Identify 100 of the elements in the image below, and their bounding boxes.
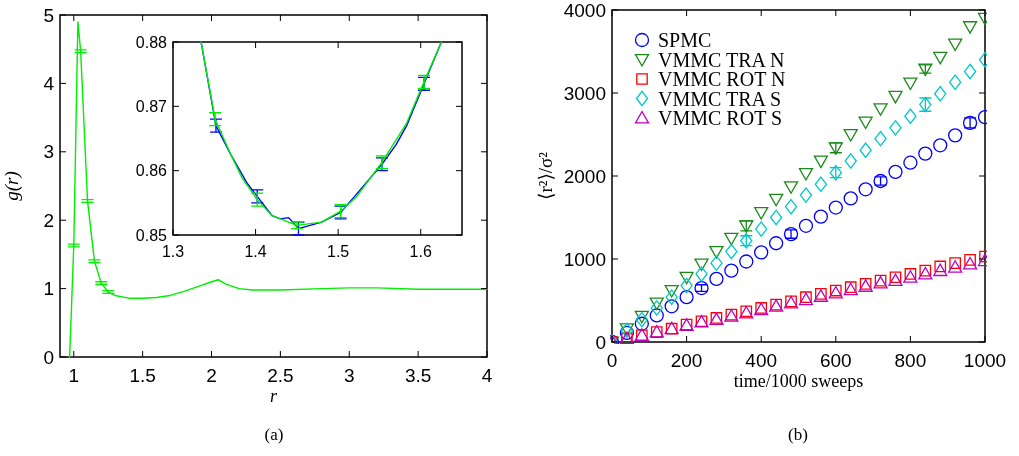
point (694, 280, 709, 296)
point (634, 310, 649, 324)
point (828, 200, 843, 215)
legend-label: VMMC TRA S (658, 87, 782, 110)
y-tick-label: 0.88 (135, 33, 168, 51)
point (724, 263, 739, 278)
point (858, 182, 873, 197)
legend-label: VMMC ROT N (658, 68, 786, 90)
point (963, 63, 977, 80)
point (649, 297, 664, 311)
point (904, 108, 917, 125)
point (784, 198, 798, 215)
point (814, 176, 828, 193)
y-tick-label: 3 (43, 141, 54, 163)
y-tick-label: 3000 (563, 82, 606, 104)
point (798, 218, 814, 233)
line-series (68, 21, 488, 358)
point (843, 191, 858, 206)
point (754, 207, 769, 220)
point (665, 289, 678, 305)
text: (b) (788, 425, 808, 444)
x-tick-label: 2 (206, 365, 217, 386)
point (799, 187, 813, 203)
point (798, 167, 814, 181)
y-tick-label: 2000 (563, 165, 606, 187)
point (903, 155, 918, 170)
y-tick-label: 0.86 (135, 162, 168, 180)
point (888, 164, 903, 179)
point (725, 243, 738, 260)
point (903, 77, 918, 91)
x-tick-label: 3.5 (404, 365, 432, 386)
point (680, 277, 693, 294)
point (709, 271, 724, 287)
point (933, 263, 948, 277)
point (949, 257, 962, 269)
x-tick-label: 1.3 (161, 243, 185, 260)
point (934, 86, 947, 102)
point (933, 138, 948, 153)
x-tick-label: 1.5 (327, 243, 350, 260)
y-tick-label: 4000 (563, 0, 606, 21)
point (813, 155, 829, 169)
point (962, 21, 978, 34)
text: (a) (264, 425, 284, 444)
y-tick-label: 0.87 (135, 97, 168, 115)
point (948, 38, 963, 52)
point (858, 116, 873, 130)
x-tick-label: 4 (481, 365, 493, 386)
x-tick-label: 200 (670, 350, 703, 371)
y-tick-label: 1 (43, 278, 54, 300)
point (948, 128, 963, 143)
x-axis-title: r (269, 386, 278, 406)
point (933, 51, 948, 65)
legend-label: VMMC ROT S (658, 107, 783, 129)
point (710, 255, 723, 271)
point (844, 153, 857, 169)
x-tick-label: 3 (343, 365, 355, 386)
point (679, 271, 694, 285)
point (768, 193, 784, 207)
point (634, 316, 649, 331)
point (873, 103, 888, 116)
point (694, 258, 709, 272)
point (664, 299, 679, 314)
y-tick-label: 0.85 (135, 226, 168, 244)
point (709, 246, 724, 259)
point (888, 90, 903, 104)
legend-label: SPMC (658, 29, 712, 51)
point (859, 142, 872, 159)
point (918, 146, 933, 161)
x-tick-label: 2.5 (267, 365, 294, 386)
y-axis-title: ⟨r²⟩/σ² (535, 151, 556, 201)
point (874, 130, 887, 147)
legend-label: VMMC TRA N (658, 48, 785, 71)
point (724, 232, 739, 246)
point (889, 120, 902, 136)
point (948, 260, 963, 273)
point (843, 128, 858, 142)
x-tick-label: 1.6 (409, 243, 432, 260)
x-axis-title: time/1000 sweeps (733, 371, 864, 391)
point (769, 209, 783, 226)
point (754, 245, 769, 260)
point (768, 236, 784, 251)
y-tick-label: 5 (43, 4, 54, 26)
y-tick-label: 0 (595, 331, 606, 353)
x-tick-label: 600 (819, 350, 852, 371)
point (755, 221, 768, 237)
point (695, 266, 708, 282)
y-axis-title: g(r) (1, 171, 23, 201)
x-tick-label: 1.5 (129, 365, 156, 386)
point (934, 260, 947, 273)
point (813, 209, 829, 224)
point (739, 254, 754, 269)
x-tick-label: 1 (68, 365, 80, 386)
x-tick-label: 800 (894, 350, 927, 371)
y-tick-label: 4 (43, 73, 55, 95)
point (948, 74, 962, 91)
x-tick-label: 1.4 (244, 243, 267, 260)
point (664, 285, 679, 298)
x-tick-label: 1000 (963, 350, 1007, 371)
point (649, 308, 664, 323)
point (783, 181, 799, 194)
